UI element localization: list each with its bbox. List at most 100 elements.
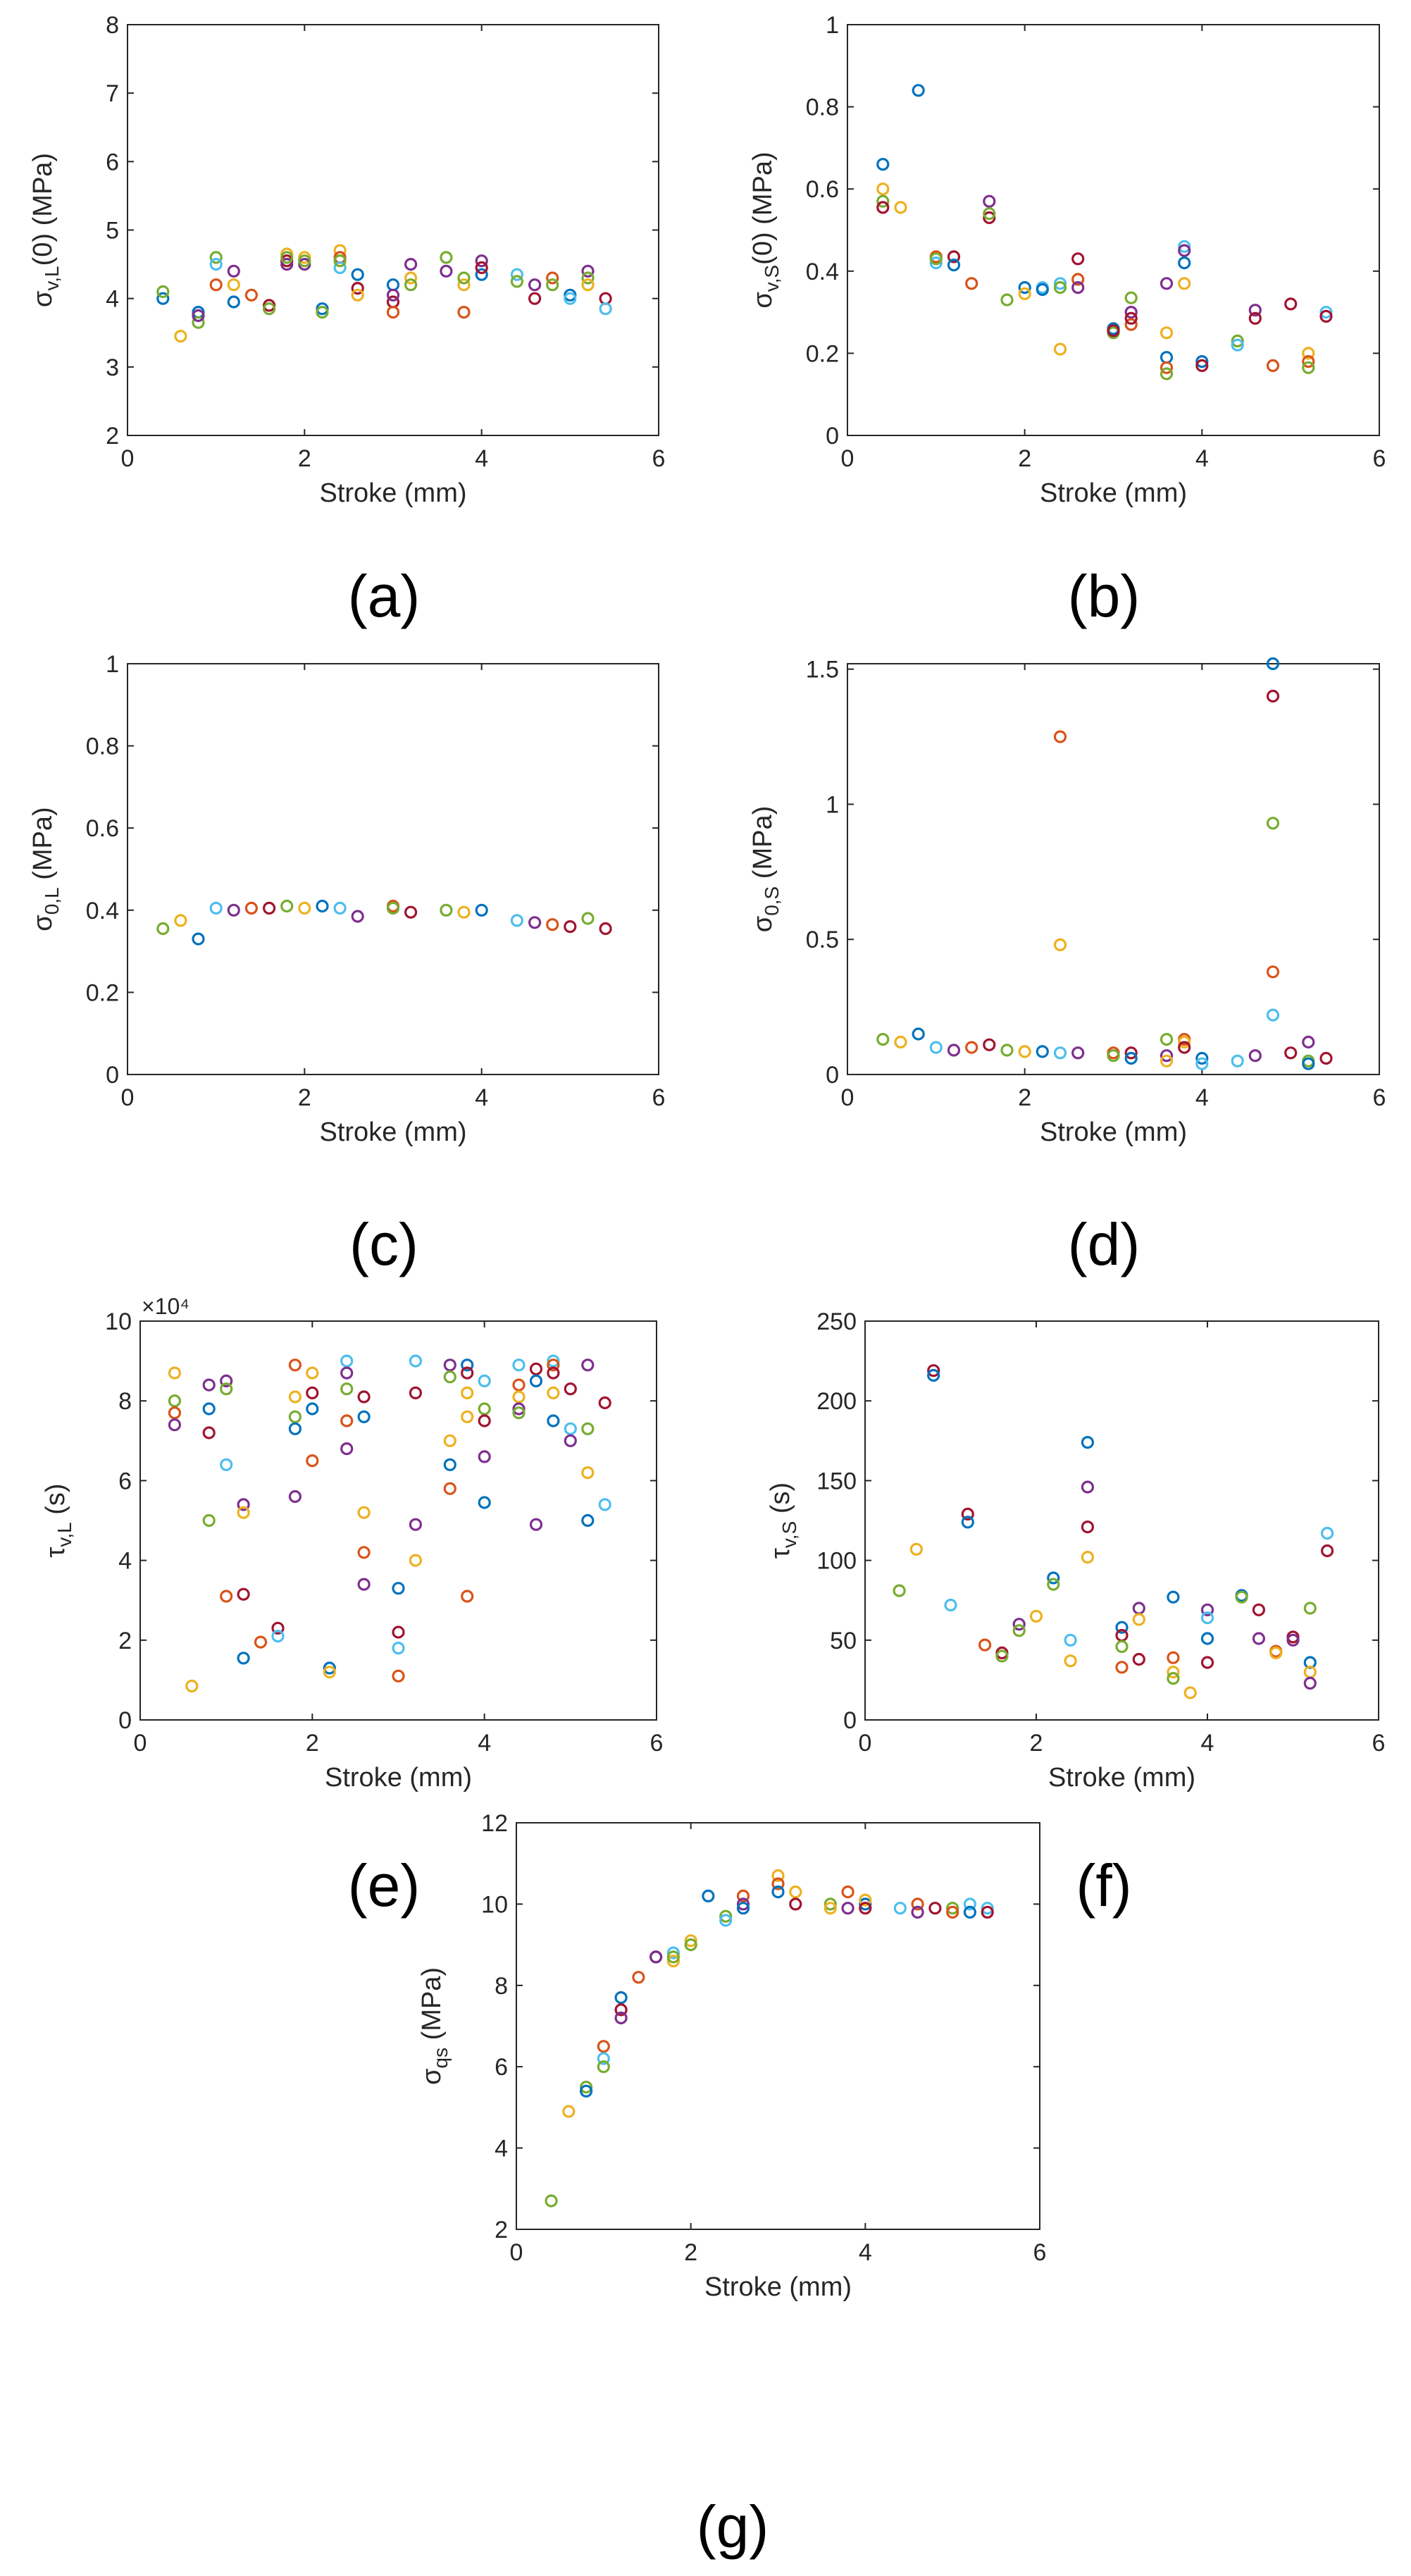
data-point (983, 207, 996, 221)
x-tick-label: 2 (1030, 1730, 1043, 1757)
y-tick-label: 8 (495, 1973, 508, 2000)
data-point (1115, 1661, 1129, 1674)
data-point (597, 2060, 610, 2074)
data-point (1235, 1590, 1248, 1604)
panel-caption: (g) (697, 2494, 769, 2560)
data-point (392, 1582, 405, 1595)
data-point (1012, 1618, 1026, 1631)
data-point (174, 914, 187, 927)
data-point (351, 910, 364, 923)
data-point (893, 1902, 907, 1915)
data-point (1302, 354, 1315, 369)
data-point (1302, 361, 1315, 374)
data-point (1266, 817, 1280, 830)
data-point (220, 1458, 233, 1471)
data-point (237, 1652, 250, 1665)
data-point (340, 1366, 354, 1380)
data-point (929, 1041, 943, 1054)
data-point (1081, 1435, 1095, 1449)
data-point (1231, 334, 1244, 347)
y-tick-label: 8 (118, 1388, 132, 1415)
data-point (927, 1364, 940, 1377)
data-point (666, 1950, 680, 1964)
data-point (404, 271, 418, 285)
y-tick-label: 0 (843, 1707, 857, 1734)
data-point (1081, 1480, 1095, 1494)
data-point (280, 251, 294, 264)
data-point (1319, 309, 1333, 323)
data-point (1178, 277, 1191, 290)
data-point (614, 1991, 628, 2005)
data-point (1266, 1008, 1280, 1022)
data-point (581, 1358, 595, 1372)
data-point (512, 1402, 526, 1416)
x-tick-label: 4 (475, 1084, 488, 1111)
data-point (288, 1490, 302, 1504)
y-axis-label: σqs (MPa) (417, 1967, 452, 2085)
data-point (947, 250, 961, 264)
data-point (789, 1885, 802, 1899)
data-point (1160, 1054, 1174, 1067)
data-point (1252, 1603, 1266, 1616)
data-point (946, 1905, 959, 1919)
data-point (912, 84, 925, 97)
y-tick-label: 10 (105, 1308, 132, 1335)
data-point (461, 1358, 474, 1372)
data-point (1266, 965, 1280, 979)
data-point (244, 901, 258, 915)
data-point (298, 254, 311, 268)
data-point (1160, 1032, 1174, 1046)
data-point (1167, 1590, 1180, 1604)
data-point (1071, 252, 1085, 266)
y-axis-label-subscript: v,L (54, 1522, 75, 1547)
y-tick-label: 12 (481, 1810, 508, 1837)
data-point (965, 1041, 978, 1054)
data-point (1124, 311, 1138, 325)
plot-area (847, 663, 1380, 1075)
data-point (911, 1905, 924, 1919)
data-point (510, 275, 524, 288)
data-point (547, 1414, 560, 1428)
data-point (271, 1630, 285, 1643)
data-point (1200, 1632, 1214, 1645)
panel-caption: (b) (1068, 563, 1140, 629)
y-axis-label: σ0,S (MPa) (748, 806, 783, 932)
data-point (547, 1366, 560, 1380)
y-axis-label-rest: (MPa) (28, 807, 58, 887)
data-point (1195, 1051, 1209, 1065)
data-point (1012, 1624, 1026, 1637)
x-tick-label: 6 (1372, 1730, 1386, 1757)
data-point (1160, 361, 1174, 374)
data-point (306, 1366, 319, 1380)
data-point (357, 1546, 371, 1559)
y-tick-label: 2 (106, 423, 119, 450)
data-point (392, 1669, 405, 1683)
data-point (894, 201, 907, 214)
data-point (564, 292, 577, 305)
y-axis-label: τv,L (s) (41, 1483, 75, 1557)
data-point (288, 1410, 302, 1423)
data-point (1284, 1046, 1298, 1060)
data-point (1053, 938, 1067, 952)
data-point (564, 1422, 577, 1435)
x-tick-label: 4 (478, 1730, 491, 1757)
data-point (1124, 306, 1138, 319)
data-point (581, 278, 595, 292)
data-point (632, 1971, 645, 1984)
y-axis-label-symbol: τ (766, 1548, 795, 1559)
panel-caption: (e) (348, 1852, 421, 1919)
data-point (946, 1902, 959, 1915)
data-point (1269, 1646, 1283, 1659)
data-point (579, 2081, 593, 2094)
data-point (1132, 1652, 1145, 1666)
y-tick-label: 0 (106, 1062, 119, 1089)
data-point (666, 1946, 680, 1959)
data-point (1319, 1051, 1333, 1065)
data-point (912, 1027, 925, 1041)
data-point (409, 1354, 423, 1368)
data-point (443, 1370, 456, 1384)
data-point (1053, 281, 1067, 295)
chart-b: 0 2 4 6 0 0.2 0.4 0.6 0.8 1 Stroke (mm) σv,S(0) (MP… (748, 12, 1386, 629)
